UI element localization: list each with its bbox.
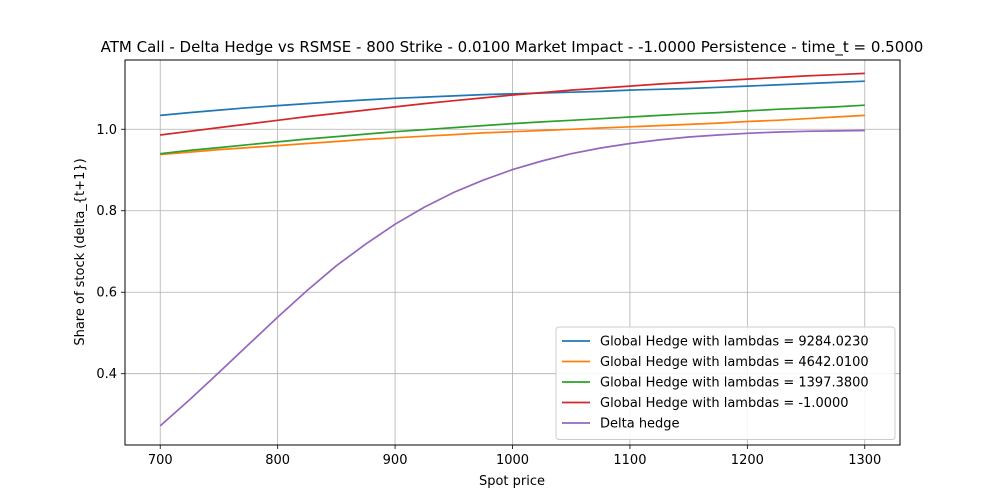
x-tick-label: 700 [148,453,173,468]
y-axis-label: Share of stock (delta_{t+1}) [73,158,88,345]
legend-label: Delta hedge [600,417,680,432]
legend: Global Hedge with lambdas = 9284.0230 Glo… [555,326,896,440]
legend-label: Global Hedge with lambdas = 1397.3800 [600,376,869,391]
x-tick-label: 1200 [731,453,764,468]
chart-title: ATM Call - Delta Hedge vs RSMSE - 800 St… [101,38,924,57]
legend-label: Global Hedge with lambdas = -1.0000 [600,396,849,411]
x-tick-label: 900 [383,453,408,468]
y-tick-label: 0.6 [96,286,117,301]
y-tick-label: 0.4 [96,367,117,382]
series-line-3 [160,104,865,155]
legend-label: Global Hedge with lambdas = 9284.0230 [600,335,869,350]
legend-label: Global Hedge with lambdas = 4642.0100 [600,355,869,370]
series-line-4 [160,72,865,136]
series-lines [159,72,865,427]
axis-ticks: 700 800 900 1000 1100 1200 1300 0.4 0.6 0.8 1.0 [96,123,881,468]
x-tick-label: 1100 [613,453,646,468]
series-line-5 [159,129,865,427]
x-tick-label: 1300 [848,453,881,468]
series-line-1 [160,80,865,117]
series-line-2 [160,114,865,156]
x-axis-label: Spot price [479,474,545,489]
y-tick-label: 0.8 [96,204,117,219]
x-tick-label: 800 [265,453,290,468]
x-tick-label: 1000 [496,453,529,468]
y-tick-label: 1.0 [96,123,117,138]
legend-box [555,326,896,440]
